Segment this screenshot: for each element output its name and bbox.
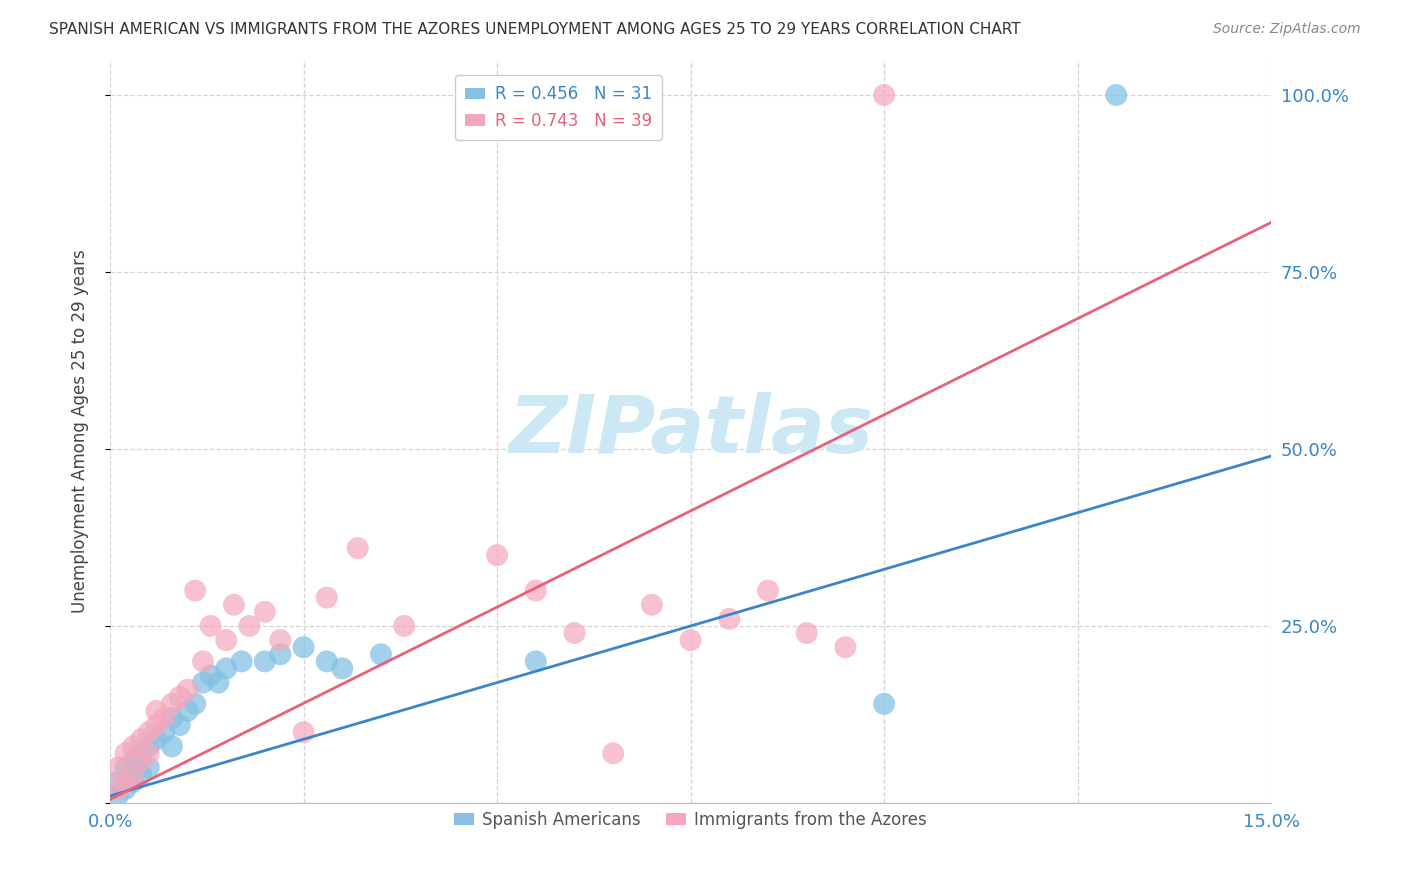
Point [269,648,291,662]
Point [207,675,229,690]
Point [231,654,253,668]
Point [160,697,183,711]
Point [138,725,160,739]
Point [269,633,291,648]
Point [200,619,222,633]
Point [756,583,779,598]
Point [160,711,183,725]
Point [718,612,741,626]
Point [176,682,198,697]
Point [253,605,276,619]
Point [122,767,145,781]
Point [129,747,152,761]
Point [679,633,702,648]
Point [191,654,214,668]
Point [107,774,129,789]
Point [292,640,315,655]
Point [292,725,315,739]
Point [114,781,136,796]
Point [564,626,586,640]
Legend: Spanish Americans, Immigrants from the Azores: Spanish Americans, Immigrants from the A… [447,805,934,836]
Point [122,739,145,754]
Point [184,583,207,598]
Point [114,760,136,774]
Point [1105,87,1128,102]
Point [129,767,152,781]
Point [873,697,896,711]
Point [315,591,337,605]
Y-axis label: Unemployment Among Ages 25 to 29 years: Unemployment Among Ages 25 to 29 years [72,250,89,613]
Text: SPANISH AMERICAN VS IMMIGRANTS FROM THE AZORES UNEMPLOYMENT AMONG AGES 25 TO 29 : SPANISH AMERICAN VS IMMIGRANTS FROM THE … [49,22,1021,37]
Point [796,626,818,640]
Text: Source: ZipAtlas.com: Source: ZipAtlas.com [1213,22,1361,37]
Point [330,661,353,675]
Point [370,648,392,662]
Point [191,675,214,690]
Point [107,781,129,796]
Point [145,718,167,732]
Point [392,619,415,633]
Point [176,704,198,718]
Point [153,711,176,725]
Point [122,774,145,789]
Point [873,87,896,102]
Point [138,760,160,774]
Point [169,690,191,704]
Point [641,598,664,612]
Point [160,739,183,754]
Point [215,661,238,675]
Point [138,747,160,761]
Point [524,583,547,598]
Point [834,640,856,655]
Point [129,754,152,768]
Point [524,654,547,668]
Point [153,725,176,739]
Text: ZIPatlas: ZIPatlas [508,392,873,470]
Point [200,668,222,682]
Point [315,654,337,668]
Point [114,774,136,789]
Point [145,732,167,747]
Point [145,704,167,718]
Point [346,541,368,555]
Point [486,548,509,562]
Point [215,633,238,648]
Point [107,760,129,774]
Point [138,739,160,754]
Point [122,754,145,768]
Point [602,747,624,761]
Point [107,789,129,803]
Point [238,619,260,633]
Point [169,718,191,732]
Point [114,747,136,761]
Point [222,598,245,612]
Point [253,654,276,668]
Point [129,732,152,747]
Point [184,697,207,711]
